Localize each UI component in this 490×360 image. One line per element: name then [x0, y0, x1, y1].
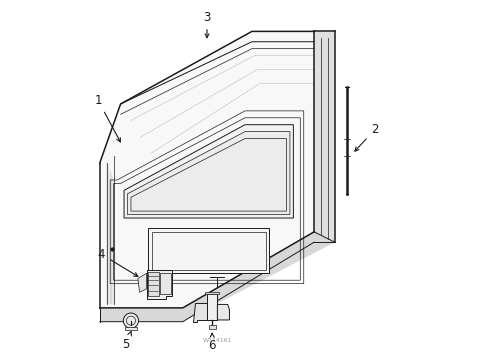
Circle shape: [123, 313, 139, 328]
Text: 2: 2: [355, 123, 378, 151]
Polygon shape: [138, 273, 147, 292]
Text: 6: 6: [208, 333, 216, 352]
Text: 4: 4: [98, 248, 138, 276]
Polygon shape: [124, 125, 294, 218]
Text: W114161: W114161: [202, 338, 232, 343]
Polygon shape: [207, 294, 218, 320]
Polygon shape: [148, 271, 159, 296]
Polygon shape: [147, 270, 172, 299]
Polygon shape: [100, 232, 335, 322]
Polygon shape: [100, 31, 314, 308]
Text: 1: 1: [95, 94, 121, 142]
Polygon shape: [193, 303, 207, 322]
Polygon shape: [127, 132, 290, 215]
Text: 3: 3: [203, 11, 211, 38]
Polygon shape: [205, 292, 219, 294]
Polygon shape: [148, 228, 269, 273]
Polygon shape: [160, 273, 171, 294]
Text: 5: 5: [122, 332, 131, 351]
Polygon shape: [125, 327, 137, 330]
Polygon shape: [314, 31, 335, 242]
Polygon shape: [209, 325, 216, 329]
Polygon shape: [218, 305, 229, 320]
